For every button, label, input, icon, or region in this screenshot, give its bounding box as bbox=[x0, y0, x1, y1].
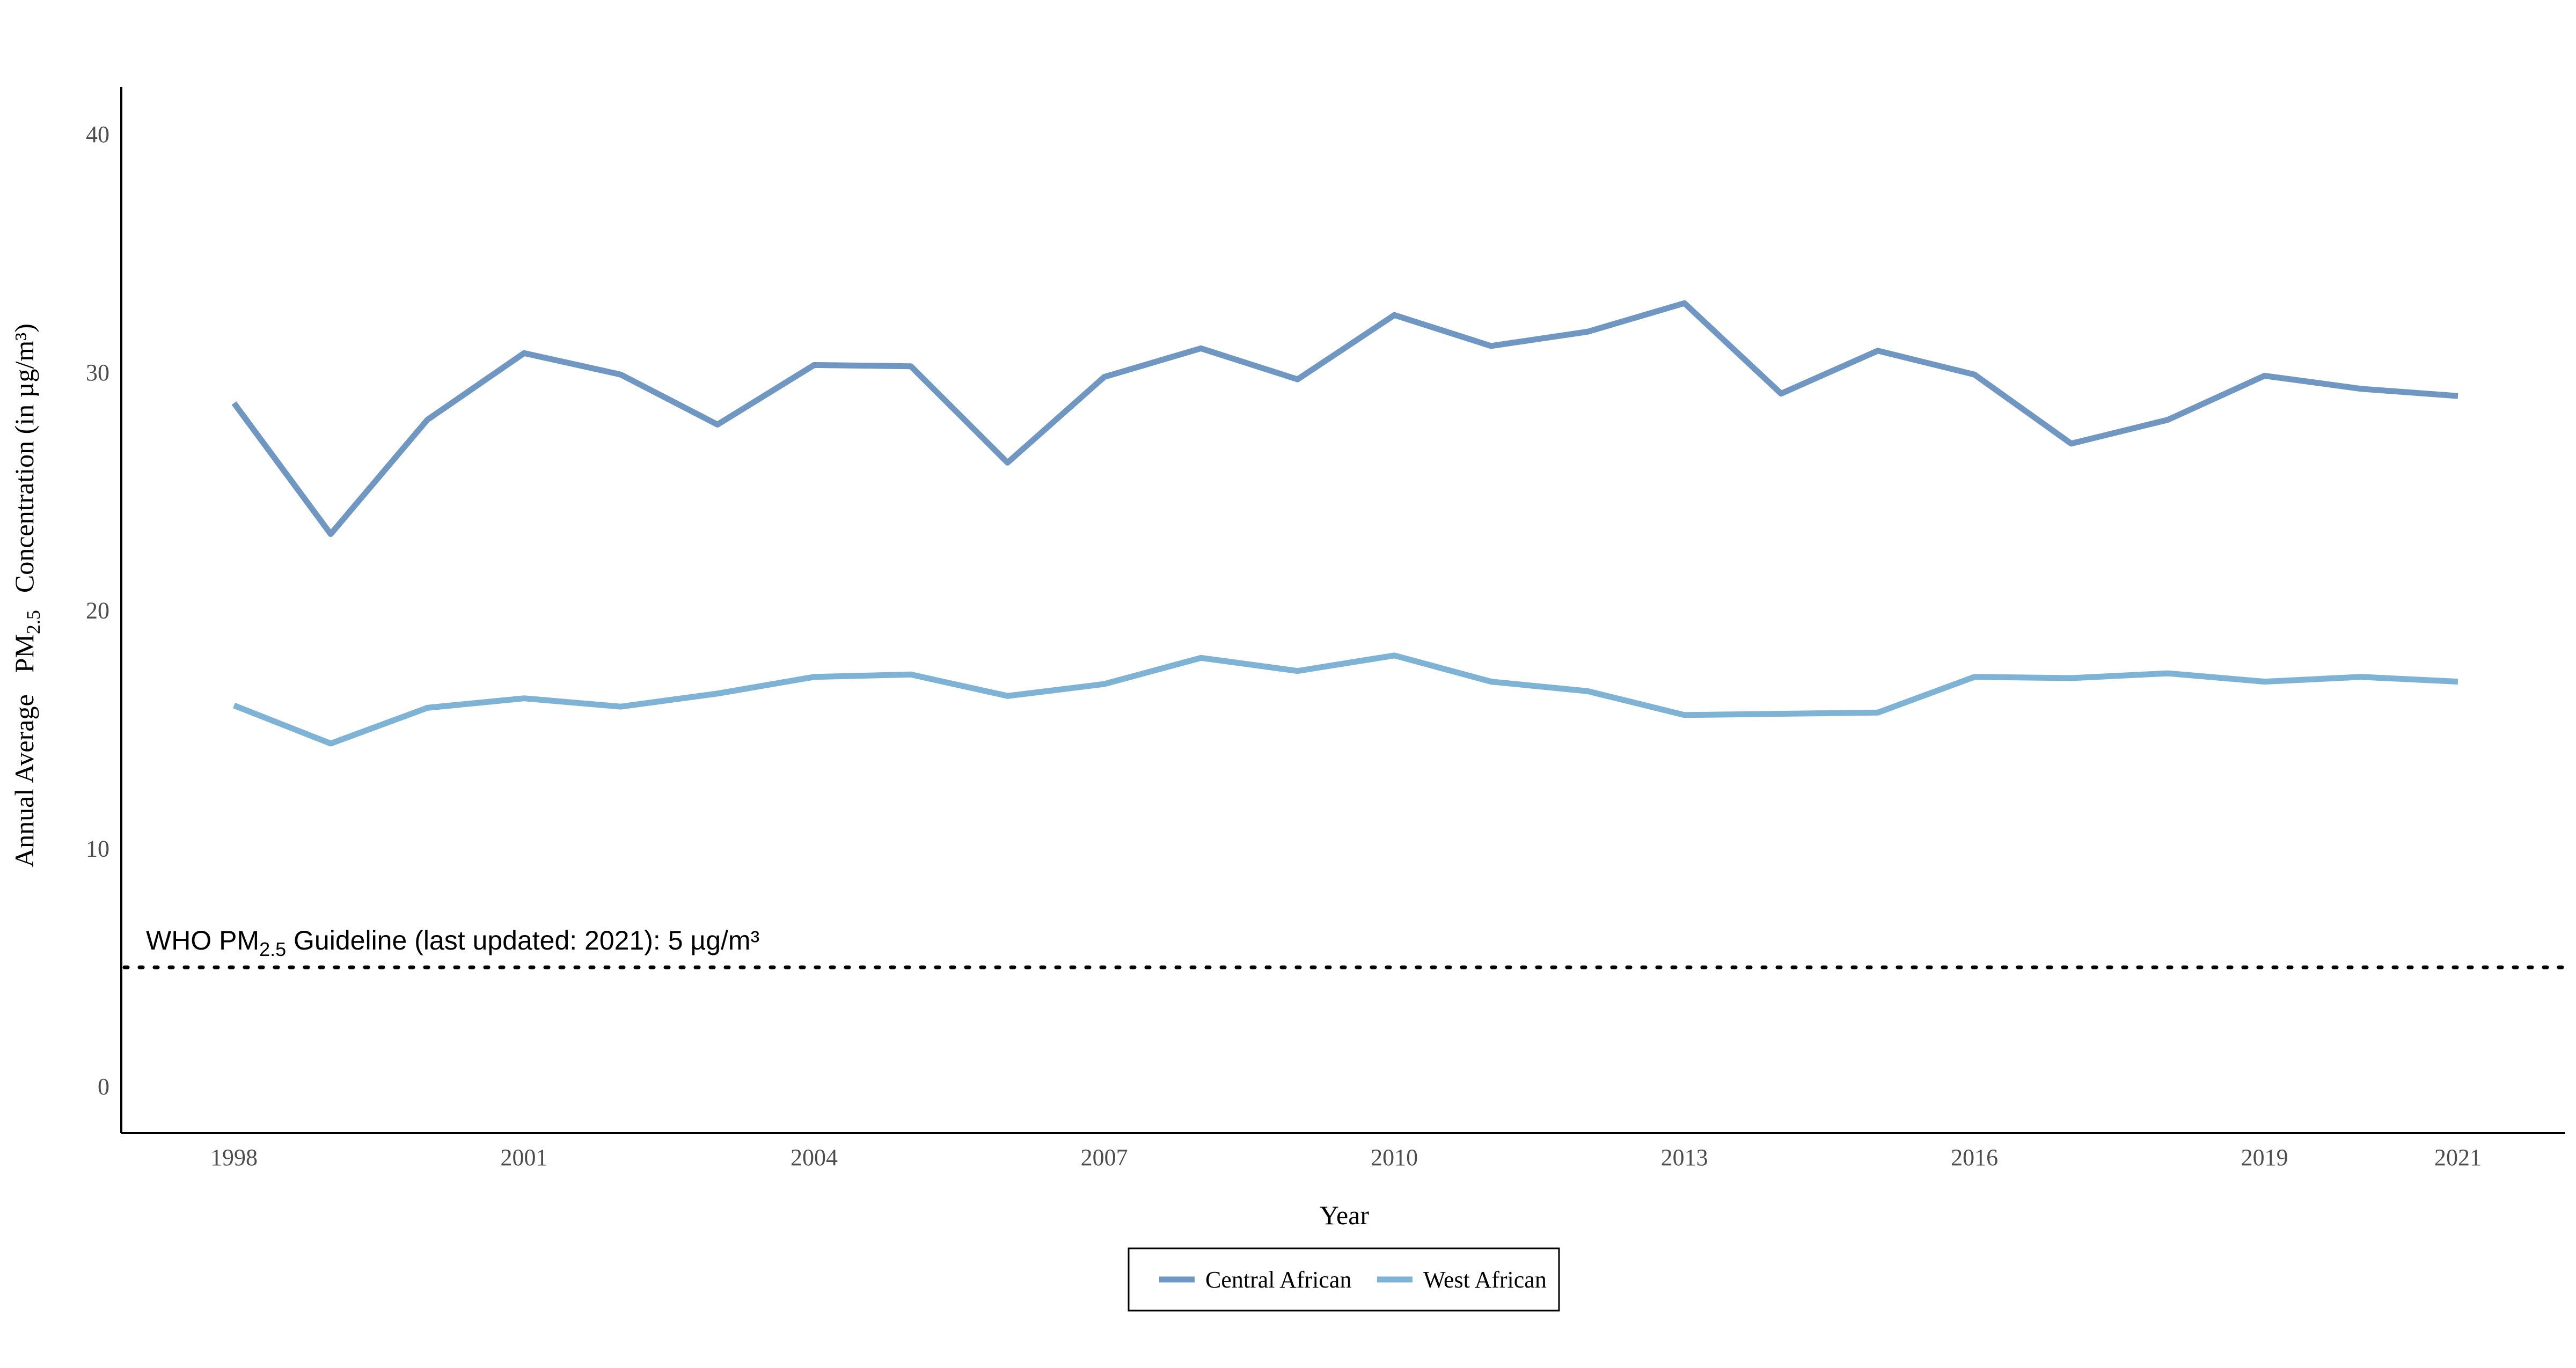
y-tick-label: 30 bbox=[86, 359, 109, 386]
x-tick-label: 2004 bbox=[791, 1144, 838, 1171]
y-tick-label: 20 bbox=[86, 598, 109, 624]
series-lines bbox=[231, 300, 2458, 747]
legend-label: Central African bbox=[1205, 1267, 1351, 1293]
x-axis-title: Year bbox=[1320, 1200, 1369, 1230]
legend-label: West African bbox=[1423, 1267, 1547, 1293]
legend-box bbox=[1128, 1247, 1560, 1312]
x-tick-label: 2010 bbox=[1371, 1144, 1418, 1171]
legend: Central African West African bbox=[1128, 1247, 1560, 1312]
y-tick-label: 40 bbox=[86, 121, 109, 148]
y-tick-label: 10 bbox=[86, 835, 109, 862]
who-guideline-label: WHO PM2.5 Guideline (last updated: 2021)… bbox=[146, 925, 759, 960]
x-tick-labels: 1998 2001 2004 2007 2010 2013 2016 2019 2021 bbox=[210, 1144, 2482, 1171]
series-line-west-african bbox=[232, 652, 2458, 747]
y-axis-title-subscript: 2.5 bbox=[23, 610, 44, 634]
x-tick-label: 2007 bbox=[1081, 1144, 1128, 1171]
x-tick-label: 2016 bbox=[1951, 1144, 1998, 1171]
x-tick-label: 1998 bbox=[210, 1144, 258, 1171]
series-line-central-african bbox=[231, 300, 2458, 537]
x-tick-label: 2013 bbox=[1661, 1144, 1708, 1171]
y-axis-title: Annual AveragePM2.5Concentration (in µg/… bbox=[9, 323, 44, 867]
y-tick-label: 0 bbox=[98, 1073, 109, 1100]
x-tick-label: 2019 bbox=[2241, 1144, 2288, 1171]
who-guideline-subscript: 2.5 bbox=[259, 938, 286, 960]
y-tick-labels: 0 10 20 30 40 bbox=[86, 121, 109, 1100]
x-tick-label: 2021 bbox=[2434, 1144, 2482, 1171]
x-tick-label: 2001 bbox=[501, 1144, 548, 1171]
